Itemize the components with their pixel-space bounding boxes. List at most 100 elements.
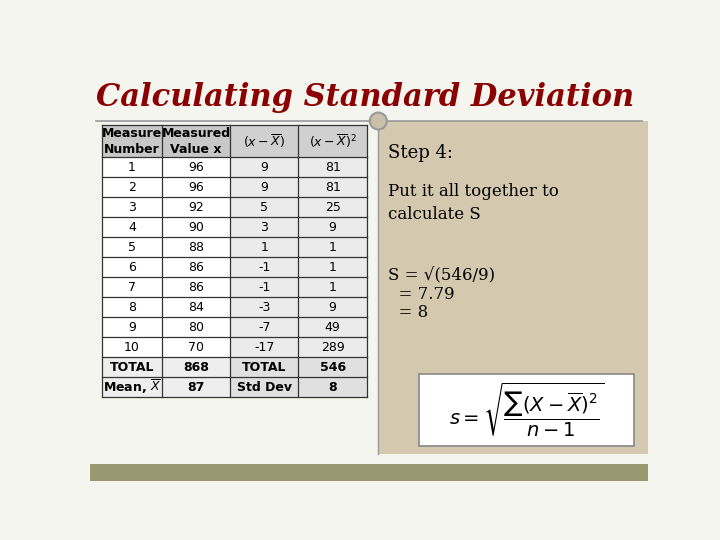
Text: 7: 7 (128, 281, 136, 294)
Bar (102, 377, 366, 397)
Text: 49: 49 (325, 321, 341, 334)
Text: Calculating Standard Deviation: Calculating Standard Deviation (96, 83, 634, 113)
Bar (299, 217, 366, 237)
Text: $s = \sqrt{\dfrac{\sum(X-\overline{X})^2}{n-1}}$: $s = \sqrt{\dfrac{\sum(X-\overline{X})^2… (449, 381, 604, 439)
Text: 81: 81 (325, 161, 341, 174)
Text: 90: 90 (188, 221, 204, 234)
Text: TOTAL: TOTAL (109, 361, 154, 374)
Bar (230, 157, 299, 177)
Text: 25: 25 (325, 201, 341, 214)
Bar (102, 298, 366, 318)
Text: 1: 1 (261, 241, 269, 254)
Bar (230, 278, 299, 298)
Bar (230, 257, 299, 278)
Text: 6: 6 (128, 261, 136, 274)
FancyBboxPatch shape (419, 374, 634, 446)
Text: 1: 1 (328, 261, 336, 274)
Bar (102, 278, 366, 298)
Text: 80: 80 (188, 321, 204, 334)
Bar (299, 357, 366, 377)
Circle shape (370, 112, 387, 130)
Text: 87: 87 (187, 381, 205, 394)
Text: 84: 84 (188, 301, 204, 314)
Text: 10: 10 (124, 341, 140, 354)
Text: 96: 96 (189, 181, 204, 194)
Text: 8: 8 (128, 301, 136, 314)
Text: S = √(546/9): S = √(546/9) (387, 267, 495, 284)
Bar (230, 217, 299, 237)
Text: 86: 86 (188, 261, 204, 274)
Text: Put it all together to
calculate S: Put it all together to calculate S (387, 183, 559, 223)
Text: -17: -17 (254, 341, 274, 354)
Bar (102, 357, 366, 377)
Text: 81: 81 (325, 181, 341, 194)
Bar (299, 298, 366, 318)
Bar (90, 65, 648, 121)
Text: 96: 96 (189, 161, 204, 174)
Text: 88: 88 (188, 241, 204, 254)
Text: TOTAL: TOTAL (242, 361, 287, 374)
Text: Measured
Value x: Measured Value x (161, 126, 230, 156)
Text: Measure
Number: Measure Number (102, 126, 162, 156)
Bar (102, 237, 366, 257)
Bar (299, 318, 366, 338)
Bar (230, 318, 299, 338)
Bar (102, 217, 366, 237)
Text: 868: 868 (183, 361, 209, 374)
Text: 289: 289 (320, 341, 344, 354)
Text: 5: 5 (261, 201, 269, 214)
Text: 86: 86 (188, 281, 204, 294)
Text: = 7.79: = 7.79 (387, 286, 454, 303)
Bar (230, 177, 299, 197)
Text: 70: 70 (188, 341, 204, 354)
Bar (299, 338, 366, 357)
Bar (230, 338, 299, 357)
Text: 546: 546 (320, 361, 346, 374)
Text: -1: -1 (258, 281, 271, 294)
Bar (102, 318, 366, 338)
Text: 1: 1 (328, 281, 336, 294)
Text: 9: 9 (328, 221, 336, 234)
Bar (90, 464, 648, 481)
Text: -7: -7 (258, 321, 271, 334)
Bar (230, 125, 299, 157)
Bar (230, 298, 299, 318)
Text: 9: 9 (261, 181, 269, 194)
Bar (102, 125, 366, 157)
Text: 9: 9 (328, 301, 336, 314)
Bar (299, 278, 366, 298)
Bar (102, 197, 366, 217)
Bar (299, 157, 366, 177)
Text: 5: 5 (128, 241, 136, 254)
Text: 3: 3 (128, 201, 136, 214)
Bar (299, 377, 366, 397)
Bar (299, 177, 366, 197)
Text: 2: 2 (128, 181, 136, 194)
Text: 9: 9 (128, 321, 136, 334)
Text: 4: 4 (128, 221, 136, 234)
Text: Step 4:: Step 4: (387, 144, 453, 162)
Bar (299, 257, 366, 278)
Bar (378, 121, 648, 454)
Bar (230, 377, 299, 397)
Bar (102, 338, 366, 357)
Text: Mean, $\overline{X}$: Mean, $\overline{X}$ (103, 379, 161, 396)
Text: Std Dev: Std Dev (237, 381, 292, 394)
Bar (299, 197, 366, 217)
Text: $(x - \overline{X})$: $(x - \overline{X})$ (243, 132, 285, 150)
Text: 1: 1 (328, 241, 336, 254)
Bar (230, 237, 299, 257)
Text: 1: 1 (128, 161, 136, 174)
Bar (230, 197, 299, 217)
Text: 8: 8 (328, 381, 337, 394)
Bar (299, 125, 366, 157)
Bar (102, 257, 366, 278)
Text: -1: -1 (258, 261, 271, 274)
Text: 9: 9 (261, 161, 269, 174)
Bar (102, 177, 366, 197)
Bar (102, 157, 366, 177)
Bar (299, 237, 366, 257)
Bar (230, 357, 299, 377)
Text: = 8: = 8 (387, 304, 428, 321)
Text: $(x - \overline{X})^2$: $(x - \overline{X})^2$ (309, 132, 356, 150)
